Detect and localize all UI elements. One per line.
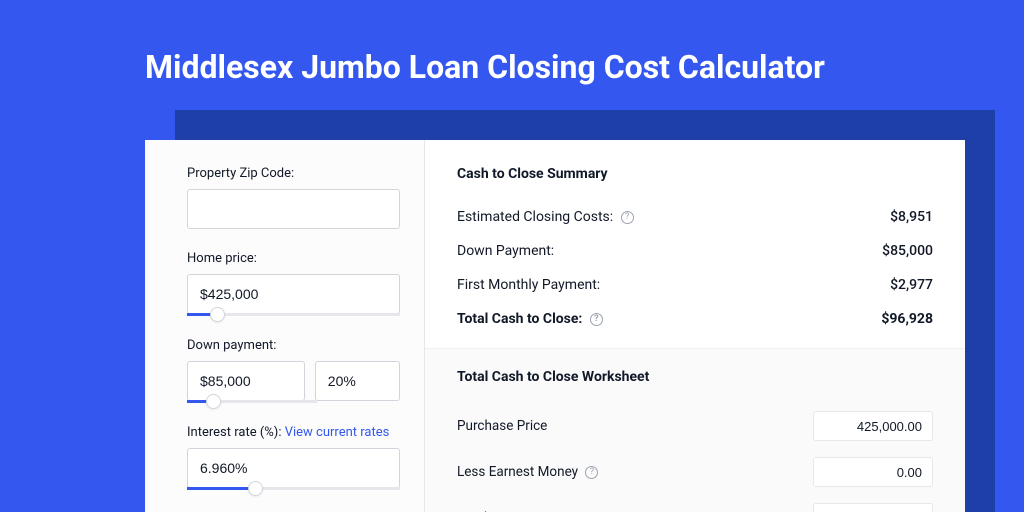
worksheet-row-label: Purchase Price: [457, 418, 547, 434]
home-price-slider[interactable]: [187, 313, 400, 316]
summary-total-value: $96,928: [881, 311, 933, 327]
input-panel: Property Zip Code: Home price: Down paym…: [145, 140, 425, 512]
worksheet-row-input[interactable]: [813, 503, 933, 512]
view-rates-link[interactable]: View current rates: [285, 425, 390, 440]
down-payment-slider[interactable]: [187, 400, 317, 403]
down-payment-label: Down payment:: [187, 338, 400, 353]
summary-title: Cash to Close Summary: [457, 166, 933, 182]
worksheet-title: Total Cash to Close Worksheet: [457, 369, 933, 385]
summary-row-value: $85,000: [882, 243, 933, 259]
summary-total-label: Total Cash to Close:: [457, 311, 582, 327]
interest-rate-label: Interest rate (%): View current rates: [187, 425, 400, 440]
home-price-field: Home price:: [187, 251, 400, 316]
results-panel: Cash to Close Summary Estimated Closing …: [425, 140, 965, 512]
help-icon[interactable]: ?: [590, 313, 603, 326]
home-price-slider-thumb[interactable]: [210, 307, 225, 322]
zip-label: Property Zip Code:: [187, 166, 400, 181]
summary-row: Down Payment: $85,000: [457, 234, 933, 268]
interest-rate-slider-thumb[interactable]: [248, 481, 263, 496]
home-price-label: Home price:: [187, 251, 400, 266]
summary-row-label: First Monthly Payment:: [457, 277, 600, 293]
interest-rate-input[interactable]: [187, 448, 400, 488]
interest-rate-slider[interactable]: [187, 487, 400, 490]
worksheet-row-input[interactable]: [813, 411, 933, 441]
calculator-card: Property Zip Code: Home price: Down paym…: [145, 140, 965, 512]
summary-row-value: $8,951: [890, 209, 933, 225]
worksheet-row: Purchase Price: [457, 403, 933, 449]
worksheet-row: Less Earnest Money ?: [457, 449, 933, 495]
interest-rate-label-text: Interest rate (%):: [187, 425, 281, 440]
worksheet-section: Total Cash to Close Worksheet Purchase P…: [425, 348, 965, 512]
zip-field: Property Zip Code:: [187, 166, 400, 229]
summary-row: First Monthly Payment: $2,977: [457, 268, 933, 302]
worksheet-row-input[interactable]: [813, 457, 933, 487]
down-payment-percent-input[interactable]: [315, 361, 400, 401]
interest-rate-field: Interest rate (%): View current rates: [187, 425, 400, 490]
down-payment-amount-input[interactable]: [187, 361, 305, 401]
help-icon[interactable]: ?: [585, 466, 598, 479]
interest-rate-slider-fill: [187, 487, 255, 490]
summary-row-label: Down Payment:: [457, 243, 554, 259]
summary-total-row: Total Cash to Close: ? $96,928: [457, 302, 933, 336]
worksheet-row-label: Less Earnest Money: [457, 464, 578, 480]
summary-row-label: Estimated Closing Costs:: [457, 209, 613, 225]
zip-input[interactable]: [187, 189, 400, 229]
summary-row-value: $2,977: [890, 277, 933, 293]
down-payment-field: Down payment:: [187, 338, 400, 403]
down-payment-slider-thumb[interactable]: [206, 394, 221, 409]
summary-row: Estimated Closing Costs: ? $8,951: [457, 200, 933, 234]
worksheet-row: Total Mortgage Loan Amount: [457, 495, 933, 512]
help-icon[interactable]: ?: [621, 211, 634, 224]
page-title: Middlesex Jumbo Loan Closing Cost Calcul…: [0, 0, 1024, 110]
